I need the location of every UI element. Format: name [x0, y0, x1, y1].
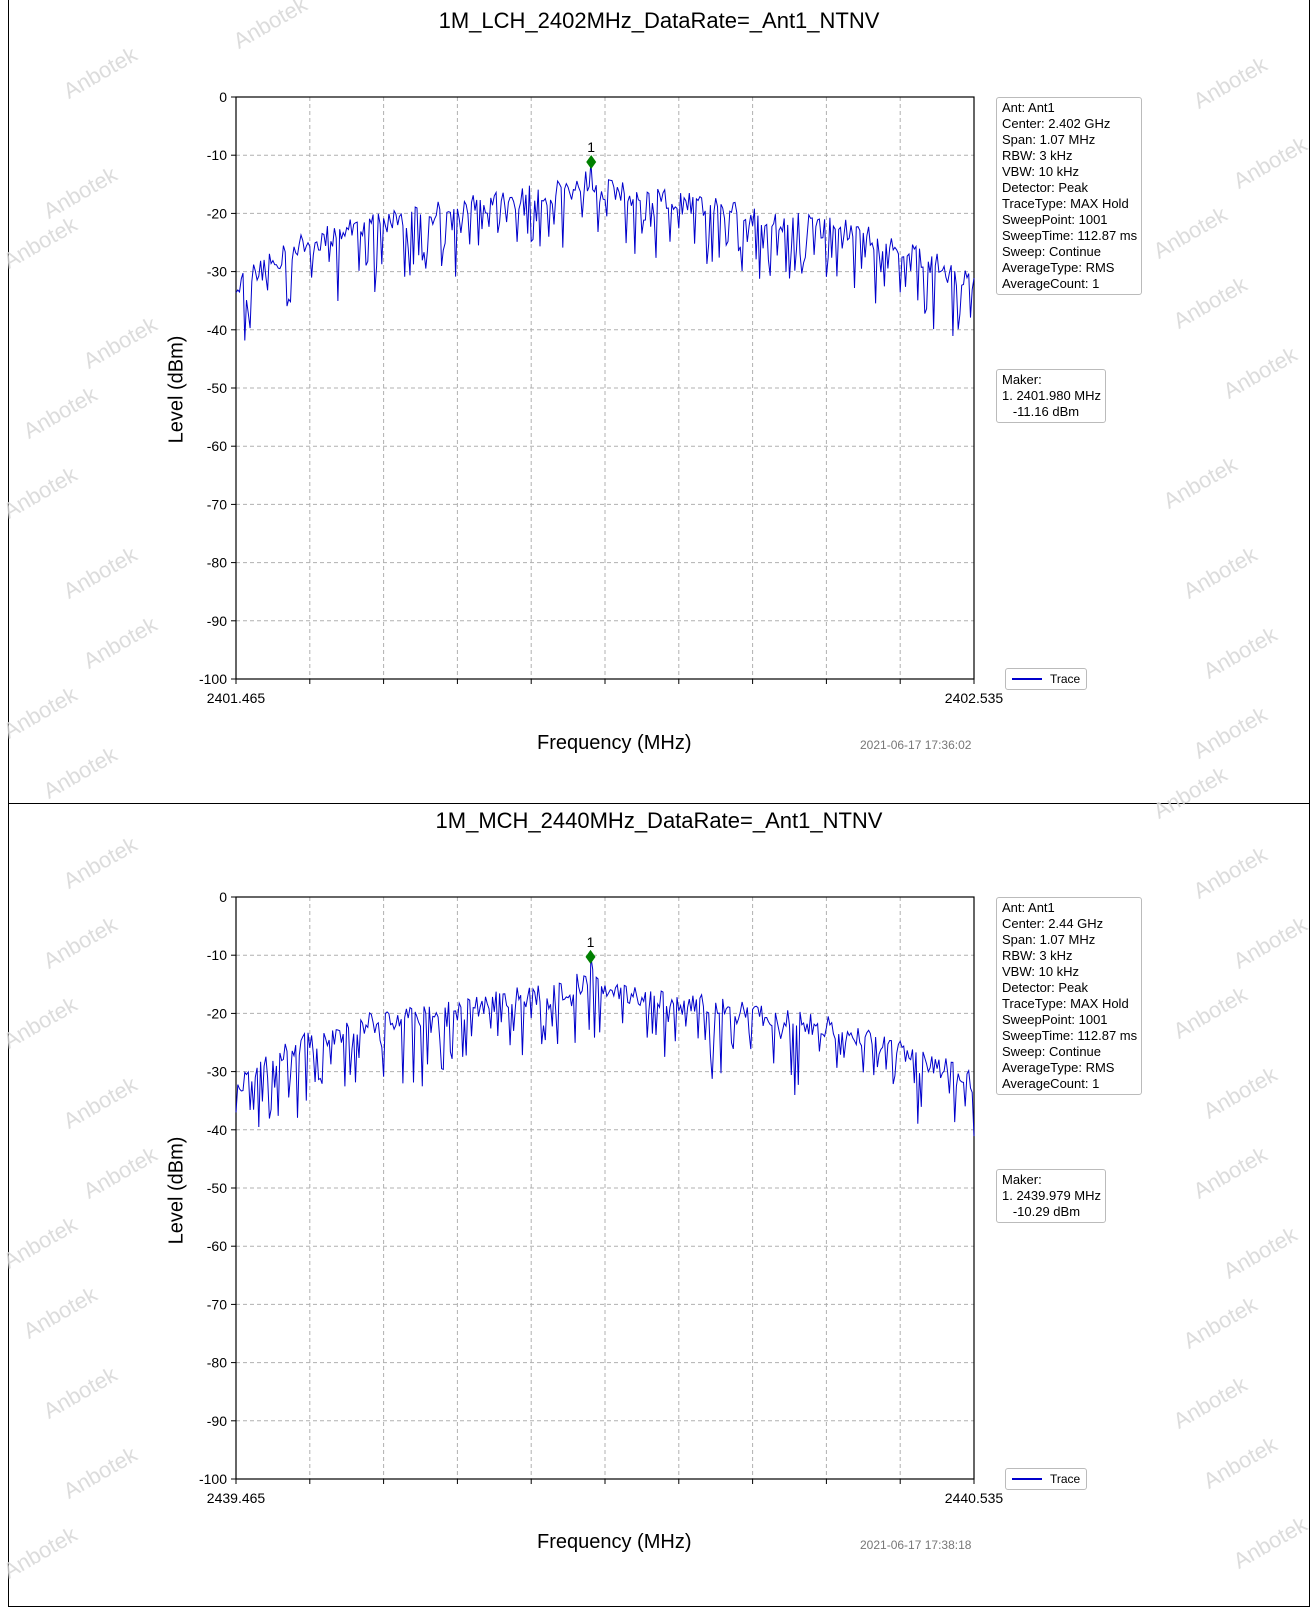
info-line: TraceType: MAX Hold	[1002, 196, 1129, 211]
x-axis-label: Frequency (MHz)	[537, 1531, 692, 1553]
settings-info-box: Ant: Ant1 Center: 2.44 GHz Span: 1.07 MHz R…	[996, 897, 1143, 1095]
info-line: Center: 2.402 GHz	[1002, 116, 1111, 131]
y-tick-label: 0	[219, 889, 227, 905]
legend-line-icon	[1012, 1478, 1042, 1480]
info-line: Center: 2.44 GHz	[1002, 916, 1104, 931]
chart-panel-2: 1M_MCH_2440MHz_DataRate=_Ant1_NTNV 0 -10 -…	[8, 803, 1310, 1607]
info-line: Ant: Ant1	[1002, 100, 1055, 115]
info-line: AverageCount: 1	[1002, 1076, 1100, 1091]
info-line: SweepPoint: 1001	[1002, 212, 1108, 227]
y-tick-label: -40	[207, 1122, 227, 1138]
peak-marker	[585, 949, 596, 964]
info-line: Detector: Peak	[1002, 980, 1088, 995]
y-tick-label: -20	[207, 1005, 227, 1021]
chart-title: 1M_LCH_2402MHz_DataRate=_Ant1_NTNV	[438, 8, 880, 33]
info-line: VBW: 10 kHz	[1002, 164, 1080, 179]
trace-line	[235, 161, 975, 341]
y-tick-label: -70	[207, 1296, 227, 1312]
info-line: AverageType: RMS	[1002, 1060, 1115, 1075]
legend-label: Trace	[1050, 672, 1081, 686]
y-tick-label: -80	[207, 1355, 227, 1371]
peak-marker-label: 1	[587, 934, 595, 950]
x-axis-label: Frequency (MHz)	[537, 732, 692, 754]
y-tick-label: -90	[207, 613, 227, 629]
maker-line: Maker:	[1002, 372, 1042, 387]
info-line: Sweep: Continue	[1002, 1044, 1102, 1059]
info-line: SweepTime: 112.87 ms	[1002, 1028, 1138, 1043]
info-line: RBW: 3 kHz	[1002, 948, 1073, 963]
maker-line: -10.29 dBm	[1002, 1204, 1081, 1219]
info-line: VBW: 10 kHz	[1002, 964, 1080, 979]
y-tick-label: -40	[207, 322, 227, 338]
legend-label: Trace	[1050, 1472, 1081, 1486]
info-line: SweepTime: 112.87 ms	[1002, 228, 1138, 243]
info-line: SweepPoint: 1001	[1002, 1012, 1108, 1027]
y-tick-label: -60	[207, 1238, 227, 1254]
timestamp: 2021-06-17 17:38:18	[860, 1538, 972, 1552]
y-tick-label: -10	[207, 147, 227, 163]
legend: Trace	[1005, 668, 1088, 690]
y-tick-label: -10	[207, 947, 227, 963]
info-line: RBW: 3 kHz	[1002, 148, 1073, 163]
info-line: Ant: Ant1	[1002, 900, 1055, 915]
y-tick-label: -20	[207, 205, 227, 221]
legend: Trace	[1005, 1468, 1088, 1490]
x-tick-label: 2402.535	[945, 690, 1004, 706]
maker-line: Maker:	[1002, 1172, 1042, 1187]
info-line: Sweep: Continue	[1002, 244, 1102, 259]
x-tick-label: 2401.465	[207, 690, 266, 706]
info-line: Span: 1.07 MHz	[1002, 932, 1096, 947]
peak-marker	[586, 154, 597, 169]
chart-panel-1: 1M_LCH_2402MHz_DataRate=_Ant1_NTNV 0 -10 -…	[8, 0, 1310, 804]
y-tick-label: -70	[207, 496, 227, 512]
info-line: Detector: Peak	[1002, 180, 1088, 195]
maker-line: 1. 2401.980 MHz	[1002, 388, 1102, 403]
x-tick-label: 2440.535	[945, 1490, 1004, 1506]
info-line: Span: 1.07 MHz	[1002, 132, 1096, 147]
y-tick-label: -100	[199, 671, 227, 687]
info-line: TraceType: MAX Hold	[1002, 996, 1129, 1011]
marker-info-box: Maker: 1. 2439.979 MHz -10.29 dBm	[996, 1169, 1107, 1223]
y-tick-label: -50	[207, 1180, 227, 1196]
y-axis-label: Level (dBm)	[165, 335, 188, 444]
info-line: AverageCount: 1	[1002, 276, 1100, 291]
timestamp: 2021-06-17 17:36:02	[860, 738, 972, 752]
y-tick-label: -30	[207, 1064, 227, 1080]
y-tick-label: -90	[207, 1413, 227, 1429]
y-tick-label: -50	[207, 380, 227, 396]
chart-title: 1M_MCH_2440MHz_DataRate=_Ant1_NTNV	[435, 808, 883, 833]
peak-marker-label: 1	[587, 139, 595, 155]
marker-info-box: Maker: 1. 2401.980 MHz -11.16 dBm	[996, 369, 1107, 423]
y-tick-label: -60	[207, 438, 227, 454]
info-line: AverageType: RMS	[1002, 260, 1115, 275]
y-axis-label: Level (dBm)	[165, 1136, 188, 1245]
maker-line: 1. 2439.979 MHz	[1002, 1188, 1102, 1203]
trace-line	[235, 956, 975, 1137]
settings-info-box: Ant: Ant1 Center: 2.402 GHz Span: 1.07 MHz…	[996, 97, 1143, 295]
maker-line: -11.16 dBm	[1002, 404, 1080, 419]
y-tick-label: 0	[219, 89, 227, 105]
y-tick-label: -80	[207, 555, 227, 571]
plot-area: 0 -10 -20 -30 -40 -50 -60 -70 -80 -90 -100 2439.465…	[199, 889, 1004, 1506]
x-tick-label: 2439.465	[207, 1490, 266, 1506]
y-tick-label: -100	[199, 1471, 227, 1487]
plot-area: 0 -10 -20 -30 -40 -50 -60 -70 -80 -90 -100 2401.465…	[199, 89, 1004, 706]
legend-line-icon	[1012, 678, 1042, 680]
y-tick-label: -30	[207, 264, 227, 280]
